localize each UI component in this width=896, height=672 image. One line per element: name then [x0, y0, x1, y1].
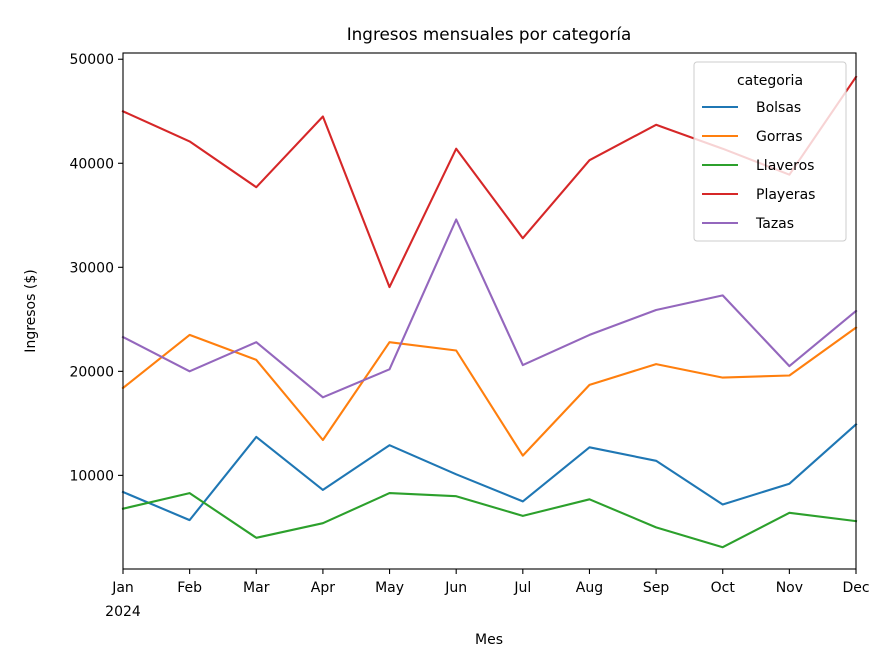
x-tick-label: Feb	[177, 580, 202, 596]
x-tick-label: Sep	[643, 580, 670, 596]
y-tick-label: 20000	[69, 364, 114, 380]
legend-entry-label: Bolsas	[756, 100, 801, 116]
legend-entry-label: Playeras	[756, 187, 815, 203]
series-line-tazas	[121, 218, 858, 399]
x-tick-label: May	[375, 580, 404, 596]
legend-title: categoria	[737, 73, 803, 89]
plot-area	[121, 52, 858, 570]
x-tick-label: Mar	[243, 580, 270, 596]
x-tick-label: Oct	[711, 580, 736, 596]
y-axis-label: Ingresos ($)	[23, 269, 39, 352]
x-tick-label: Jun	[444, 580, 467, 596]
series-line-llaveros	[121, 492, 858, 549]
x-tick-label: Jul	[513, 580, 531, 596]
y-tick-label: 10000	[69, 468, 114, 484]
x-tick-label: Aug	[576, 580, 603, 596]
y-tick-label: 40000	[69, 156, 114, 172]
legend-entry-label: Llaveros	[756, 158, 814, 174]
x-axis: Jan Feb Mar Apr May Jun Jul Aug Sep Oct Nov Dec 2024	[105, 569, 870, 620]
legend: categoria Bolsas Gorras Llaveros Playeras Taz…	[693, 61, 847, 242]
legend-entry-label: Gorras	[756, 129, 803, 145]
x-tick-label: Jan	[111, 580, 134, 596]
x-axis-label: Mes	[475, 632, 503, 648]
x-tick-year-label: 2024	[105, 604, 141, 620]
y-tick-label: 30000	[69, 260, 114, 276]
x-tick-label: Dec	[842, 580, 869, 596]
chart-title: Ingresos mensuales por categoría	[347, 24, 632, 44]
series-line-bolsas	[121, 422, 858, 522]
plot-frame	[122, 52, 857, 570]
y-tick-label: 50000	[69, 52, 114, 68]
x-tick-label: Apr	[311, 580, 335, 596]
y-axis: 10000 20000 30000 40000 50000	[69, 52, 123, 484]
x-tick-label: Nov	[776, 580, 803, 596]
legend-entry-label: Tazas	[755, 216, 794, 232]
series-line-gorras	[121, 326, 858, 457]
